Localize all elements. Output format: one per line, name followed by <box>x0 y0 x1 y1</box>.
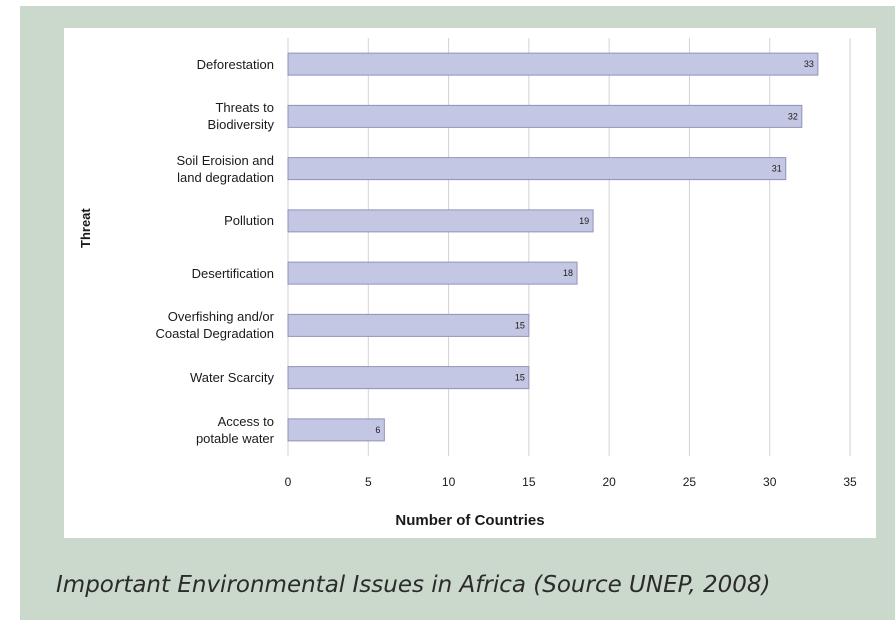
y-tick-label: Deforestation <box>196 56 274 72</box>
bar-value-label: 19 <box>579 216 589 226</box>
x-tick-label: 0 <box>285 475 292 489</box>
y-tick-label: Desertification <box>191 265 274 281</box>
x-tick-label: 5 <box>365 475 372 489</box>
x-tick-label: 10 <box>442 475 456 489</box>
bar-value-label: 33 <box>804 59 814 69</box>
bar-value-label: 31 <box>772 164 782 174</box>
bar-value-label: 6 <box>375 425 380 435</box>
y-tick-label: Soil Eroision and land degradation <box>176 152 274 185</box>
y-tick-label: Water Scarcity <box>189 370 274 386</box>
bar <box>287 52 819 76</box>
bar-value-label: 15 <box>515 373 525 383</box>
x-axis-title: Number of Countries <box>395 512 545 529</box>
bar-value-label: 15 <box>515 320 525 330</box>
bar <box>287 157 787 181</box>
chart-panel: 0 5 10 15 20 25 30 35 33 32 31 19 18 15 15 6 Threat Num… <box>64 28 876 538</box>
bar <box>287 313 530 337</box>
bar <box>287 366 530 390</box>
y-tick-label: Overfishing and/or Coastal Degradation <box>155 309 274 342</box>
y-tick-label: Threats to Biodiversity <box>207 100 274 133</box>
y-tick-label: Access to potable water <box>195 413 274 446</box>
bar-chart: 0 5 10 15 20 25 30 35 33 32 31 19 18 15 15 6 <box>285 38 857 489</box>
x-tick-label: 25 <box>683 475 697 489</box>
figure-frame: 0 5 10 15 20 25 30 35 33 32 31 19 18 15 15 6 Threat Num… <box>20 6 895 620</box>
x-tick-label: 30 <box>763 475 777 489</box>
x-tick-label: 35 <box>843 475 857 489</box>
bar <box>287 209 594 233</box>
x-tick-label: 20 <box>602 475 616 489</box>
bar-value-label: 18 <box>563 268 573 278</box>
bar <box>287 261 578 285</box>
figure-caption: Important Environmental Issues in Africa… <box>56 572 771 598</box>
bar-value-label: 32 <box>788 111 798 121</box>
bar <box>287 418 385 442</box>
bar <box>287 104 803 128</box>
y-tick-label: Pollution <box>224 213 274 229</box>
x-tick-label: 15 <box>522 475 536 489</box>
